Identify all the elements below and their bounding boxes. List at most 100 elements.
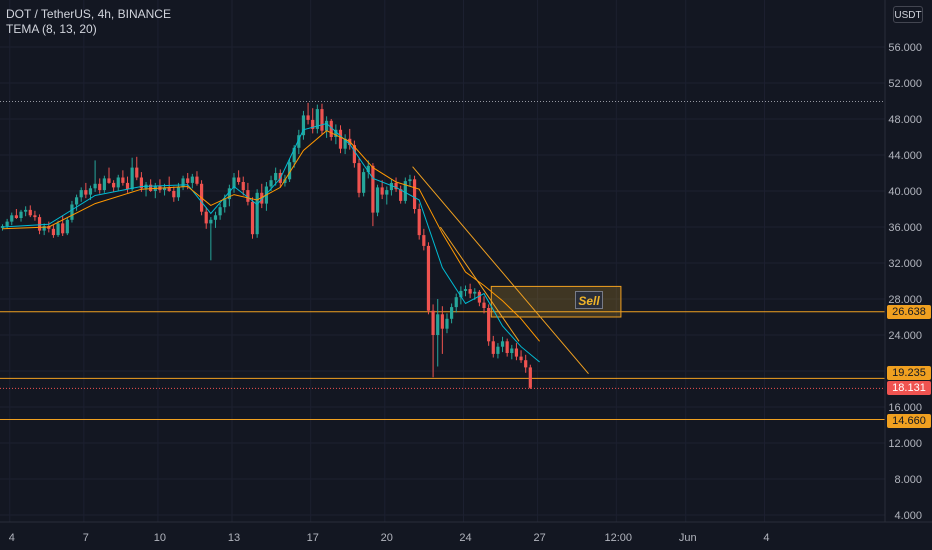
candle-body	[403, 181, 407, 201]
candle-body	[399, 189, 403, 201]
time-tick-label: 13	[228, 532, 240, 544]
candle-body	[10, 215, 14, 222]
candle-body	[450, 307, 454, 319]
candle-body	[408, 179, 412, 182]
candle-body	[459, 290, 463, 298]
candle-body	[37, 217, 42, 231]
tema-line-2	[2, 130, 540, 342]
candle-body	[227, 188, 231, 200]
time-tick-label: 4	[763, 532, 769, 544]
candle-body	[181, 178, 185, 187]
candle-body	[500, 341, 505, 347]
candle-body	[463, 289, 468, 291]
price-tick-label: 44.000	[888, 150, 922, 162]
price-tick-label: 36.000	[888, 222, 922, 234]
candle-body	[186, 178, 190, 183]
candle-body	[167, 187, 171, 191]
candle-body	[487, 308, 491, 342]
candle-body	[473, 291, 477, 294]
candle-body	[274, 173, 278, 181]
time-tick-label: 4	[9, 532, 15, 544]
candle-body	[362, 172, 366, 193]
price-tag-support-b: 14.660	[887, 414, 931, 428]
candle-body	[283, 179, 287, 183]
price-axis[interactable]: 56.000 52.000 48.000 44.000 40.000 36.000 32.0…	[888, 42, 922, 522]
candle-body	[375, 187, 380, 213]
candle-body	[98, 183, 102, 191]
price-tick-label: 12.000	[888, 438, 922, 450]
candle-body	[218, 207, 222, 216]
price-tick-label: 48.000	[888, 114, 922, 126]
candle-body	[524, 360, 528, 368]
candle-body	[250, 201, 255, 235]
candle-body	[223, 199, 227, 208]
time-tick-label: Jun	[679, 532, 697, 544]
candle-body	[74, 197, 79, 205]
candle-body	[325, 120, 329, 131]
candle-body	[107, 178, 111, 183]
candle-body	[528, 367, 532, 388]
currency-badge[interactable]: USDT	[893, 6, 923, 23]
candle-body	[121, 177, 125, 183]
candle-body	[65, 219, 69, 234]
time-tick-label: 17	[307, 532, 319, 544]
candle-body	[162, 187, 167, 191]
candle-body	[426, 245, 431, 311]
candle-body	[209, 219, 213, 224]
time-tick-label: 20	[381, 532, 393, 544]
candle-body	[28, 209, 32, 216]
candle-body	[14, 215, 18, 218]
candle-body	[482, 302, 486, 308]
grid	[0, 0, 885, 522]
candle-body	[135, 167, 139, 178]
candle-body	[417, 209, 421, 236]
trendline[interactable]	[412, 166, 589, 375]
trendline[interactable]	[439, 226, 520, 342]
symbol-title: DOT / TetherUS, 4h, BINANCE	[6, 7, 171, 21]
candle-body	[246, 190, 250, 202]
price-tick-label: 8.000	[894, 474, 922, 486]
candle-body	[519, 356, 523, 361]
tema-lines	[2, 122, 540, 363]
candle-body	[514, 348, 519, 357]
candle-body	[510, 348, 514, 353]
candle-body	[24, 209, 28, 212]
candle-body	[33, 215, 37, 218]
candle-body	[255, 192, 259, 235]
candle-body	[292, 147, 296, 163]
price-tick-label: 28.000	[888, 294, 922, 306]
time-axis[interactable]: 4 7 10 13 17 20 24 27 12:00 Jun 4	[9, 532, 770, 544]
candle-body	[190, 176, 194, 183]
candle-body	[343, 138, 347, 149]
sell-label: Sell	[575, 291, 603, 309]
price-tick-label: 24.000	[888, 330, 922, 342]
candle-body	[440, 314, 444, 329]
candle-body	[436, 314, 440, 335]
price-tag-support-a: 19.235	[887, 366, 931, 380]
trendlines[interactable]	[412, 166, 589, 375]
candle-body	[380, 187, 384, 195]
candle-body	[496, 346, 500, 354]
candle-body	[237, 177, 241, 182]
candle-body	[334, 129, 338, 137]
candle-body	[320, 109, 324, 131]
time-tick-label: 10	[154, 532, 166, 544]
price-tag-last: 18.131	[887, 381, 931, 395]
candle-body	[51, 228, 56, 236]
candle-body	[454, 297, 458, 308]
horizontal-levels	[0, 101, 885, 421]
candle-body	[130, 167, 134, 190]
candle-body	[42, 226, 46, 231]
price-tick-label: 52.000	[888, 78, 922, 90]
time-tick-label: 27	[533, 532, 545, 544]
candle-body	[357, 163, 361, 193]
candle-body	[176, 186, 181, 198]
candle-body	[366, 165, 370, 173]
candle-body	[297, 135, 301, 148]
candle-body	[260, 192, 264, 204]
candle-body	[213, 215, 218, 220]
candle-body	[88, 188, 93, 195]
candle-body	[412, 179, 417, 209]
candle-body	[306, 115, 310, 120]
